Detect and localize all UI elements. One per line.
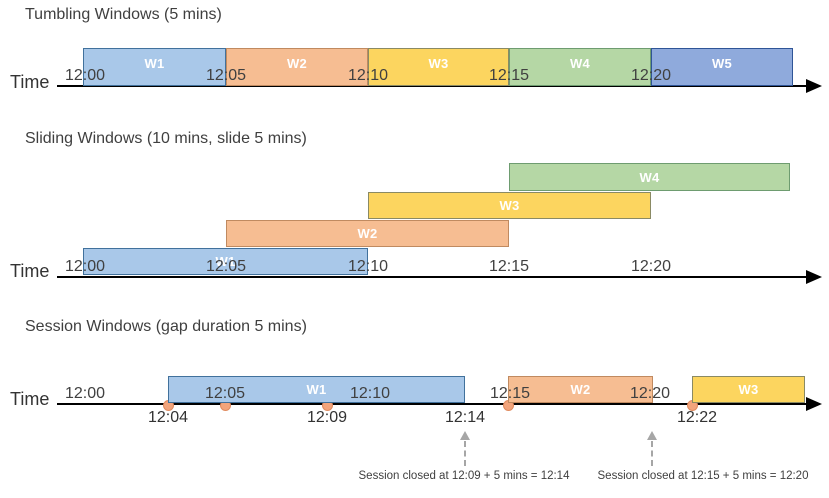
dashed-up-arrow-icon <box>647 431 657 440</box>
session-closed-annotation: Session closed at 12:15 + 5 mins = 12:20 <box>597 470 809 482</box>
window-sliding-w4: W4 <box>509 163 790 191</box>
section-title-tumbling: Tumbling Windows (5 mins) <box>25 6 222 23</box>
window-label: W1 <box>144 56 165 71</box>
axis-tick-label: 12:15 <box>488 67 530 84</box>
window-label: W4 <box>639 169 660 185</box>
section-title-sliding: Sliding Windows (10 mins, slide 5 mins) <box>25 130 307 147</box>
axis-tick-label: 12:05 <box>204 385 246 402</box>
event-time-label: 12:09 <box>306 409 348 426</box>
window-label: W3 <box>499 198 520 213</box>
axis-tick-label: 12:05 <box>205 67 247 84</box>
window-label: W2 <box>287 56 307 71</box>
window-label: W5 <box>712 56 732 71</box>
window-tumbling-w5: W5 <box>651 48 793 86</box>
window-session-w3: W3 <box>692 376 805 403</box>
window-sliding-w3: W3 <box>368 192 651 219</box>
window-tumbling-w1: W1 <box>83 48 226 86</box>
window-tumbling-w4: W4 <box>509 48 651 86</box>
timeline-session <box>57 403 806 405</box>
window-label: W1 <box>215 254 236 269</box>
timeline-arrowhead-icon <box>806 270 822 284</box>
timeline-arrowhead-icon <box>806 79 822 93</box>
window-tumbling-w3: W3 <box>368 48 509 86</box>
window-label: W1 <box>306 382 327 397</box>
window-session-w2: W2 <box>508 376 653 403</box>
axis-tick-label: 12:05 <box>205 258 247 275</box>
axis-tick-label: 12:10 <box>347 67 389 84</box>
window-label: W2 <box>570 382 591 397</box>
axis-tick-label: 12:20 <box>630 258 672 275</box>
axis-tick-label: 12:10 <box>349 385 391 402</box>
dashed-up-arrow-stem <box>464 441 466 466</box>
axis-tick-label: 12:15 <box>489 385 531 402</box>
time-axis-label-tumbling: Time <box>10 72 50 92</box>
timeline-sliding <box>57 276 806 278</box>
window-label: W2 <box>357 226 378 241</box>
session-closed-annotation: Session closed at 12:09 + 5 mins = 12:14 <box>358 470 570 482</box>
time-axis-label-sliding: Time <box>10 261 50 281</box>
dashed-up-arrow-icon <box>460 431 470 440</box>
window-label: W3 <box>428 56 449 71</box>
axis-tick-label: 12:00 <box>64 258 106 275</box>
axis-tick-label: 12:15 <box>488 258 530 275</box>
axis-tick-label: 12:00 <box>64 67 106 84</box>
window-label: W3 <box>738 382 759 397</box>
event-time-label: 12:22 <box>676 409 718 426</box>
window-sliding-w2: W2 <box>226 220 509 247</box>
window-session-w1: W1 <box>168 376 465 403</box>
section-title-session: Session Windows (gap duration 5 mins) <box>25 318 307 335</box>
dashed-up-arrow-stem <box>651 441 653 466</box>
timeline-arrowhead-icon <box>806 397 822 411</box>
window-label: W4 <box>570 56 590 71</box>
axis-tick-label: 12:10 <box>347 258 389 275</box>
axis-tick-label: 12:00 <box>64 385 106 402</box>
event-time-label: 12:04 <box>147 409 189 426</box>
axis-tick-label: 12:20 <box>629 385 671 402</box>
window-sliding-w1: W1 <box>83 248 368 275</box>
window-tumbling-w2: W2 <box>226 48 368 86</box>
time-axis-label-session: Time <box>10 389 50 409</box>
event-time-label: 12:14 <box>444 409 486 426</box>
timeline-tumbling <box>57 85 806 87</box>
axis-tick-label: 12:20 <box>630 67 672 84</box>
